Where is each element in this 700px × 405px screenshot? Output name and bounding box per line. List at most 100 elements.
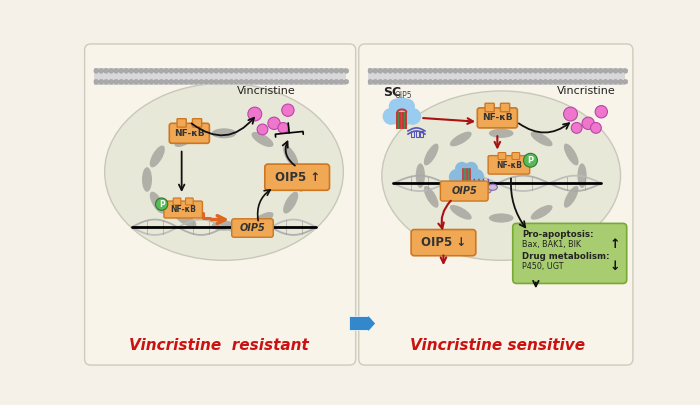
Text: OIP5 ↑: OIP5 ↑ [274,171,320,184]
Ellipse shape [489,213,514,223]
Circle shape [229,79,234,84]
FancyBboxPatch shape [177,119,186,127]
Circle shape [281,104,294,116]
FancyBboxPatch shape [477,108,517,128]
Circle shape [463,79,468,84]
Circle shape [119,79,123,84]
FancyBboxPatch shape [512,153,519,160]
Circle shape [189,68,194,73]
Circle shape [378,68,383,73]
Circle shape [229,68,234,73]
FancyBboxPatch shape [193,119,202,127]
Circle shape [254,79,259,84]
Circle shape [264,79,269,84]
Text: NF-κB: NF-κB [496,161,522,170]
Circle shape [538,68,543,73]
Circle shape [508,79,512,84]
Circle shape [324,68,329,73]
FancyBboxPatch shape [440,181,488,201]
Circle shape [289,79,294,84]
Circle shape [593,68,598,73]
Circle shape [129,79,134,84]
Circle shape [548,79,553,84]
Circle shape [224,68,229,73]
Ellipse shape [476,184,485,190]
Circle shape [543,79,548,84]
Circle shape [468,169,484,185]
Circle shape [583,79,588,84]
Circle shape [139,79,143,84]
Circle shape [404,108,421,125]
Text: SC: SC [384,86,402,99]
FancyBboxPatch shape [265,164,330,190]
Circle shape [219,79,223,84]
Text: Drug metabolism:: Drug metabolism: [522,252,610,261]
Circle shape [134,68,139,73]
Circle shape [423,79,428,84]
Ellipse shape [489,129,514,138]
Text: P450, UGT: P450, UGT [522,262,564,271]
Ellipse shape [531,205,552,220]
Ellipse shape [450,132,472,146]
Circle shape [568,68,573,73]
Circle shape [257,124,268,135]
Circle shape [453,79,458,84]
Ellipse shape [564,143,579,165]
Circle shape [498,79,503,84]
Circle shape [184,68,188,73]
Bar [94,68,346,85]
Ellipse shape [284,145,298,167]
Circle shape [234,79,239,84]
Text: P: P [527,156,533,165]
Ellipse shape [174,132,197,147]
Text: Vincristine: Vincristine [556,86,615,96]
FancyBboxPatch shape [500,103,510,112]
Circle shape [488,68,493,73]
Circle shape [154,79,158,84]
Circle shape [389,99,404,114]
Text: Vincristine  resistant: Vincristine resistant [129,337,309,352]
Circle shape [169,68,174,73]
Circle shape [598,68,603,73]
Circle shape [274,68,279,73]
Circle shape [389,102,414,126]
Ellipse shape [142,167,152,192]
FancyArrow shape [349,315,376,332]
Text: ↑: ↑ [609,239,620,252]
Circle shape [595,106,608,118]
Circle shape [418,79,423,84]
Circle shape [403,68,407,73]
Circle shape [503,79,507,84]
Circle shape [219,68,223,73]
Circle shape [209,68,214,73]
Circle shape [598,79,603,84]
Ellipse shape [416,163,425,188]
Circle shape [428,68,433,73]
Circle shape [209,79,214,84]
Circle shape [438,79,442,84]
Circle shape [264,68,269,73]
Circle shape [199,79,204,84]
Circle shape [623,79,628,84]
Circle shape [339,68,344,73]
Ellipse shape [251,212,274,227]
Circle shape [528,68,533,73]
Circle shape [329,68,334,73]
Bar [411,131,414,137]
Circle shape [224,79,229,84]
Bar [416,131,419,137]
FancyBboxPatch shape [169,123,209,143]
Circle shape [538,79,543,84]
Ellipse shape [482,187,491,193]
Circle shape [478,79,483,84]
Circle shape [159,68,164,73]
Circle shape [383,108,400,125]
Circle shape [344,68,349,73]
Text: NF-κB: NF-κB [174,129,204,138]
Circle shape [179,68,183,73]
Circle shape [319,68,323,73]
Circle shape [99,68,104,73]
Circle shape [334,68,339,73]
Circle shape [204,79,209,84]
Circle shape [449,169,466,185]
